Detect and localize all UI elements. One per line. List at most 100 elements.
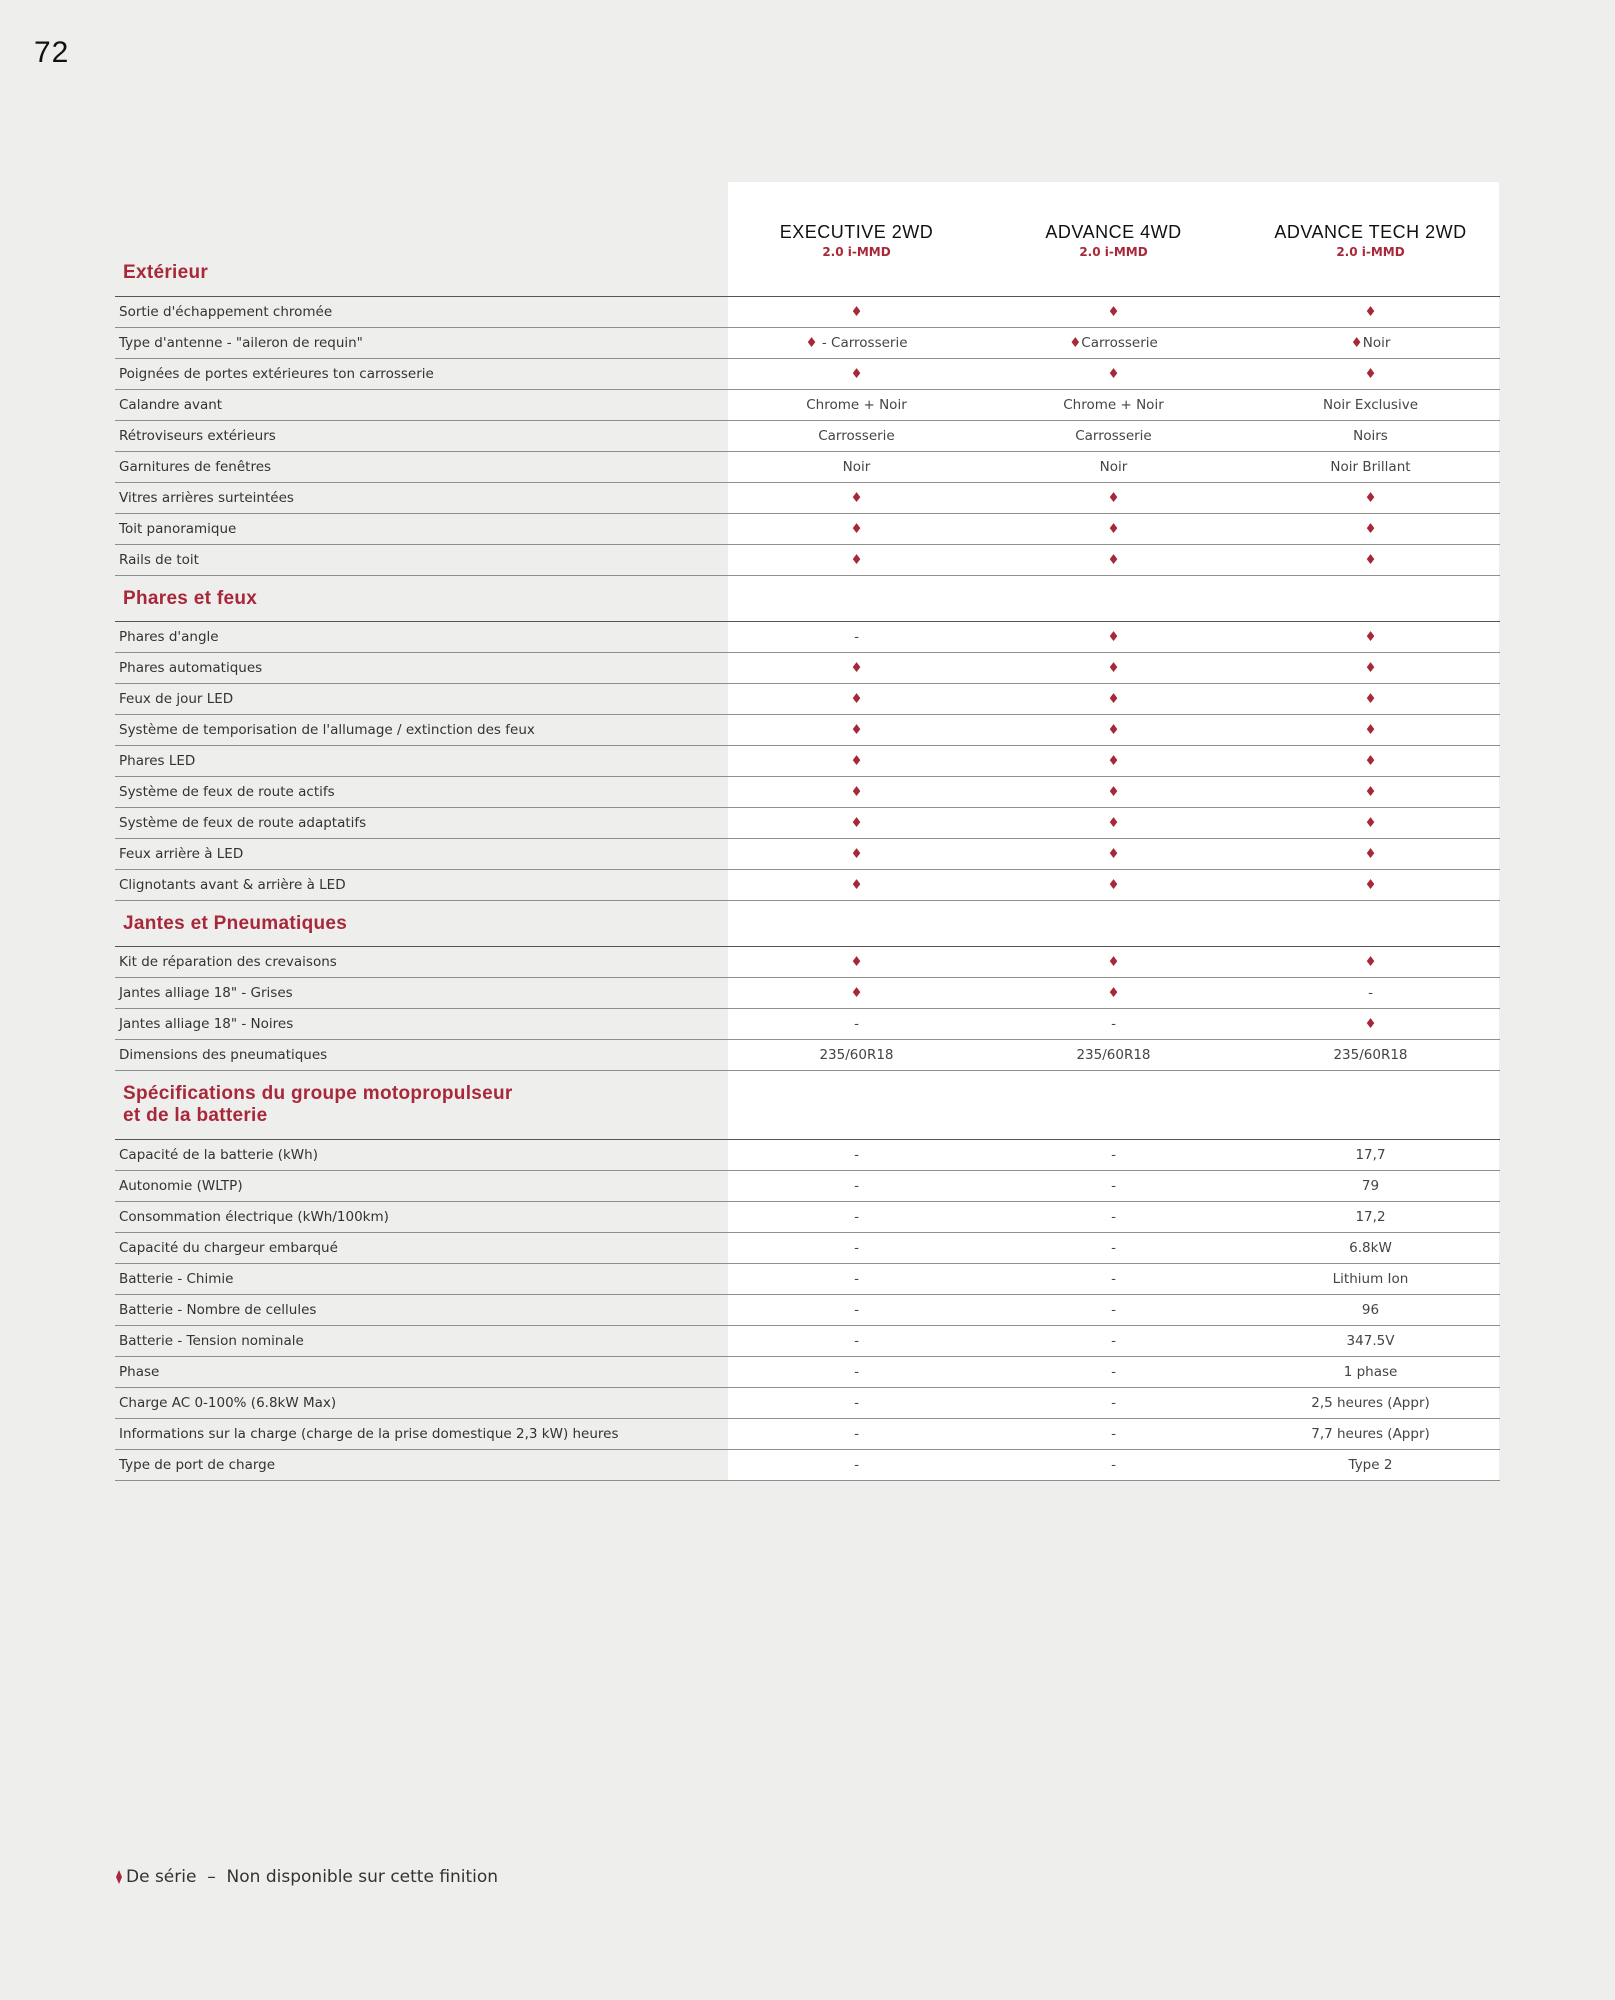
spec-row: Batterie - Tension nominale - -347.5V — [115, 1326, 1500, 1357]
spec-row: Batterie - Chimie - - Lithium Ion — [115, 1264, 1500, 1295]
cell: ♦ — [985, 297, 1242, 327]
cell: - — [985, 1009, 1242, 1039]
diamond: ♦ — [850, 660, 863, 676]
section-title: Jantes et Pneumatiques — [123, 912, 348, 934]
cell: ♦ — [728, 746, 985, 776]
cell: ♦ — [985, 808, 1242, 838]
cell: ♦ — [985, 653, 1242, 683]
cell: ♦ — [985, 777, 1242, 807]
row-label: Batterie - Chimie — [119, 1271, 234, 1287]
row-label: Capacité du chargeur embarqué — [119, 1240, 338, 1256]
cell: ♦ — [1242, 947, 1499, 977]
section-blank — [728, 901, 1499, 946]
section-blank — [728, 1071, 1499, 1139]
cell: ♦ — [728, 483, 985, 513]
row-label: Capacité de la batterie (kWh) — [119, 1147, 318, 1163]
cell: ♦ — [728, 514, 985, 544]
row-label: Feux arrière à LED — [119, 846, 244, 862]
cell: - — [728, 1419, 985, 1449]
cell: Noir — [728, 452, 985, 482]
section-label: Spécifications du groupe motopropulseur … — [115, 1071, 728, 1139]
cell: ♦ — [728, 297, 985, 327]
diamond: ♦ — [850, 304, 863, 320]
row-label: Charge AC 0-100% (6.8kW Max) — [119, 1395, 337, 1411]
cell: ♦ — [1242, 839, 1499, 869]
row-label: Sortie d'échappement chromée — [119, 304, 333, 320]
cell: 1 phase — [1242, 1357, 1499, 1387]
cell: ♦ — [1242, 777, 1499, 807]
cell: - — [985, 1388, 1242, 1418]
row-label: Feux de jour LED — [119, 691, 234, 707]
page-number: 72 — [34, 36, 70, 69]
diamond: ♦ — [850, 521, 863, 537]
spec-row: Consommation électrique (kWh/100km) - -17,… — [115, 1202, 1500, 1233]
section-row: Spécifications du groupe motopropulseur … — [115, 1071, 1500, 1140]
cell: - — [728, 1388, 985, 1418]
section-label: Phares et feux — [115, 576, 728, 621]
spec-row: Rails de toit ♦ ♦ ♦ — [115, 545, 1500, 576]
diamond: ♦ — [1364, 815, 1377, 831]
legend: De série – Non disponible sur cette fini… — [115, 1867, 498, 1887]
cell: ♦ — [1242, 1009, 1499, 1039]
cell: ♦ — [1242, 715, 1499, 745]
column-name: ADVANCE 4WD — [1045, 222, 1182, 242]
spec-row: Informations sur la charge (charge de la… — [115, 1419, 1500, 1450]
cell: ♦ — [728, 808, 985, 838]
cell: ♦ — [728, 947, 985, 977]
diamond: ♦ — [1364, 954, 1377, 970]
cell: ♦ — [985, 978, 1242, 1008]
diamond: ♦ — [1364, 784, 1377, 800]
spec-row: Capacité de la batterie (kWh) - -17,7 — [115, 1140, 1500, 1171]
column-header: ADVANCE TECH 2WD 2.0 i-MMD — [1242, 182, 1499, 296]
spec-row: Système de feux de route adaptatifs ♦ ♦ ♦ — [115, 808, 1500, 839]
diamond: ♦ — [1107, 660, 1120, 676]
cell: ♦ — [1242, 746, 1499, 776]
cell: - — [728, 1450, 985, 1480]
cell: 7,7 heures (Appr) — [1242, 1419, 1499, 1449]
cell: ♦ — [728, 653, 985, 683]
spec-row: Système de feux de route actifs ♦ ♦ ♦ — [115, 777, 1500, 808]
cell: ♦ — [1242, 545, 1499, 575]
diamond: ♦ — [850, 784, 863, 800]
diamond: ♦ — [850, 366, 863, 382]
row-label: Clignotants avant & arrière à LED — [119, 877, 346, 893]
cell: ♦ Carrosserie — [985, 328, 1242, 358]
cell: 235/60R18 — [728, 1040, 985, 1070]
diamond: ♦ — [1364, 660, 1377, 676]
row-label: Vitres arrières surteintées — [119, 490, 294, 506]
cell: ♦ — [1242, 622, 1499, 652]
row-label: Jantes alliage 18" - Noires — [119, 1016, 294, 1032]
cell: ♦ — [728, 359, 985, 389]
diamond: ♦ — [805, 335, 818, 351]
cell: - — [985, 1419, 1242, 1449]
diamond: ♦ — [1364, 521, 1377, 537]
diamond: ♦ — [1364, 552, 1377, 568]
row-label: Système de feux de route adaptatifs — [119, 815, 367, 831]
spec-row: Jantes alliage 18" - Grises ♦ ♦ - — [115, 978, 1500, 1009]
row-label: Type de port de charge — [119, 1457, 276, 1473]
cell: 96 — [1242, 1295, 1499, 1325]
row-label: Calandre avant — [119, 397, 223, 413]
cell: ♦ Noir — [1242, 328, 1499, 358]
spec-row: Toit panoramique ♦ ♦ ♦ — [115, 514, 1500, 545]
cell: Noir — [985, 452, 1242, 482]
diamond: ♦ — [1364, 304, 1377, 320]
row-label: Garnitures de fenêtres — [119, 459, 272, 475]
column-header: ADVANCE 4WD 2.0 i-MMD — [985, 182, 1242, 296]
cell: Noir Exclusive — [1242, 390, 1499, 420]
spec-row: Système de temporisation de l'allumage /… — [115, 715, 1500, 746]
cell: - — [728, 1233, 985, 1263]
row-label: Batterie - Nombre de cellules — [119, 1302, 317, 1318]
row-label: Phase — [119, 1364, 160, 1380]
row-label: Phares automatiques — [119, 660, 263, 676]
column-subtitle: 2.0 i-MMD — [1336, 245, 1405, 259]
cell: ♦ - Carrosserie — [728, 328, 985, 358]
diamond: ♦ — [1364, 629, 1377, 645]
spec-row: Type de port de charge - - Type 2 — [115, 1450, 1500, 1481]
cell: Type 2 — [1242, 1450, 1499, 1480]
section-label: Jantes et Pneumatiques — [115, 901, 728, 946]
diamond: ♦ — [850, 846, 863, 862]
cell: Carrosserie — [985, 421, 1242, 451]
diamond: ♦ — [1364, 1016, 1377, 1032]
